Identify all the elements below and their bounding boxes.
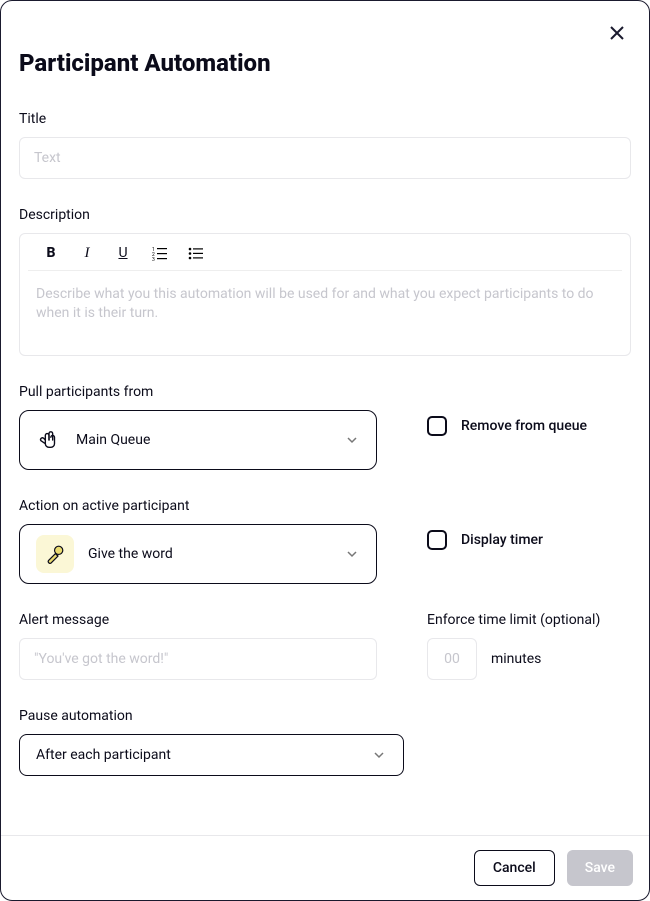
description-textarea[interactable]: Describe what you this automation will b…	[20, 271, 630, 355]
hand-icon	[36, 427, 62, 453]
display-timer-row: Display timer	[427, 530, 543, 550]
description-field-block: Description B I U 123 Describe what you …	[19, 207, 631, 356]
participant-automation-modal: Participant Automation Title Description…	[0, 0, 650, 901]
title-label: Title	[19, 111, 631, 127]
remove-from-queue-row: Remove from queue	[427, 416, 587, 436]
pause-value: After each participant	[36, 747, 171, 763]
display-timer-checkbox[interactable]	[427, 530, 447, 550]
time-limit-label: Enforce time limit (optional)	[427, 612, 600, 628]
remove-from-queue-label: Remove from queue	[461, 418, 587, 434]
title-input[interactable]	[19, 137, 631, 179]
time-limit-input[interactable]	[427, 638, 477, 680]
pull-from-value: Main Queue	[76, 432, 150, 448]
save-button[interactable]: Save	[567, 850, 633, 886]
close-button[interactable]	[605, 21, 629, 45]
time-limit-unit: minutes	[491, 651, 541, 667]
pull-from-select[interactable]: Main Queue	[19, 410, 377, 470]
page-title: Participant Automation	[19, 49, 631, 77]
cancel-button[interactable]: Cancel	[474, 850, 555, 886]
time-limit-row: minutes	[427, 638, 600, 680]
unordered-list-icon	[188, 246, 203, 261]
pause-block: Pause automation After each participant	[19, 708, 631, 776]
unordered-list-button[interactable]	[186, 244, 204, 262]
chevron-down-icon	[371, 747, 387, 763]
italic-button[interactable]: I	[78, 244, 96, 262]
svg-text:3: 3	[152, 257, 155, 261]
pull-from-label: Pull participants from	[19, 384, 377, 400]
action-label: Action on active participant	[19, 498, 377, 514]
bold-button[interactable]: B	[42, 244, 60, 262]
description-label: Description	[19, 207, 631, 223]
remove-from-queue-checkbox[interactable]	[427, 416, 447, 436]
action-select[interactable]: Give the word	[19, 524, 377, 584]
microphone-icon	[36, 535, 74, 573]
pause-label: Pause automation	[19, 708, 631, 724]
action-value: Give the word	[88, 546, 173, 562]
pull-from-row: Pull participants from Main Queue Remove…	[19, 384, 631, 470]
chevron-down-icon	[344, 546, 360, 562]
pause-select[interactable]: After each participant	[19, 734, 404, 776]
ordered-list-button[interactable]: 123	[150, 244, 168, 262]
action-row: Action on active participant Give the wo…	[19, 498, 631, 584]
title-field-block: Title	[19, 111, 631, 179]
chevron-down-icon	[344, 432, 360, 448]
alert-time-row: Alert message Enforce time limit (option…	[19, 612, 631, 680]
rich-text-editor: B I U 123 Describe what you this automat…	[19, 233, 631, 356]
ordered-list-icon: 123	[152, 246, 167, 261]
alert-input[interactable]	[19, 638, 377, 680]
modal-body: Participant Automation Title Description…	[1, 1, 649, 835]
close-icon	[609, 25, 625, 41]
modal-footer: Cancel Save	[1, 835, 649, 900]
alert-label: Alert message	[19, 612, 377, 628]
rte-toolbar: B I U 123	[28, 234, 622, 271]
underline-button[interactable]: U	[114, 244, 132, 262]
display-timer-label: Display timer	[461, 532, 543, 548]
